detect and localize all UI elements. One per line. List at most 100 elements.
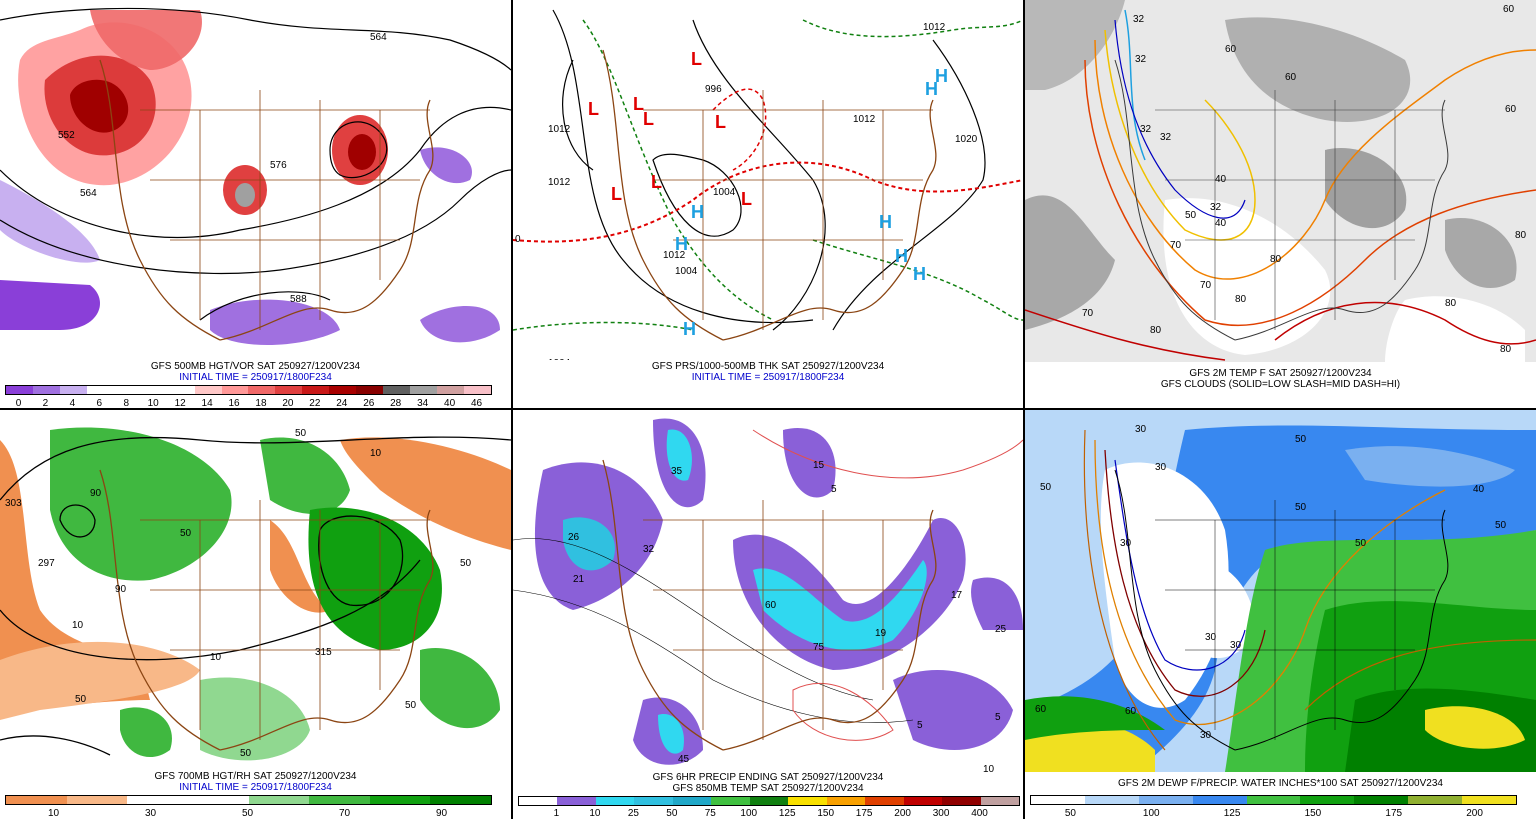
colorbar-swatch [113,386,141,394]
temp-label-7: 40 [1215,218,1227,229]
temp-label-18: 80 [1500,344,1512,355]
us-coastline [1114,469,1449,751]
height-contour-3 [318,515,404,606]
rh-label-8: 50 [460,558,472,569]
temp-label-19: 80 [1515,230,1527,241]
colorbar-swatch [463,386,491,394]
temp-contour-40 [1114,19,1246,219]
panel-3-cloud-legend: GFS CLOUDS (SOLID=LOW SLASH=MID DASH=HI) [1160,379,1401,390]
panel-5-title: GFS 6HR PRECIP ENDING SAT 250927/1200V23… [652,772,884,783]
colorbar-swatch [86,386,114,394]
low-cloud-east [1325,148,1407,229]
dewpoint-label-9: 60 [1125,706,1137,717]
colorbar-tick-label: 20 [282,398,294,408]
pw-very-moist-1 [1425,706,1525,749]
dewpoint-contour-60 [1083,429,1536,751]
isobar-label-6: 1020 [955,134,978,145]
precip-southwest-core [658,714,684,754]
colorbar-swatch [356,386,384,394]
rh-label-9: 50 [405,700,417,711]
temp-label-20: 60 [1503,4,1515,15]
colorbar-tick-label: 50 [666,808,678,819]
panel-dewpoint-precip-water: 30 50 30 30 30 40 50 50 60 60 50 50 30 3… [1025,410,1536,819]
temp-label-10: 60 [1505,104,1517,115]
colorbar-swatch [1462,796,1517,804]
moist-region-north [260,437,350,514]
height-contour-closed [329,121,388,179]
precip-southeast [893,670,1013,750]
temp850-contour-1 [513,538,874,701]
panel-4-title: GFS 700MB HGT/RH SAT 250927/1200V234 [154,771,357,782]
dewpoint-label-8: 50 [1295,502,1307,513]
height-contour-4 [59,504,96,538]
dewpoint-label-14: 30 [1155,462,1167,473]
colorbar-tick-label: 175 [1385,808,1403,819]
vorticity-core-east [348,134,376,170]
colorbar-swatch [711,797,750,805]
temp-label-17: 80 [1445,298,1457,309]
rh-label-7: 315 [315,647,332,658]
rh-label-12: 50 [75,694,87,705]
low-center-4: L [691,49,702,69]
panel-4-init-time: INITIAL TIME = 250917/1800F234 [179,782,332,793]
low-cloud-far-east [1445,218,1517,289]
panel-6hr-precip: 35 26 32 21 60 15 75 25 45 19 5 5 17 10 … [513,410,1023,819]
pressure-map: L L L L L L L L H H H H H H H H 1012 996… [513,9,1023,360]
moist-region-nw [50,427,232,581]
colorbar-tick-label: 14 [201,398,213,408]
thickness-green-2 [513,321,694,331]
low-cloud-north [1225,17,1411,122]
isobar-label-10: 1004 [675,266,698,277]
vorticity-core-central [235,183,255,207]
colorbar-tick-label: 200 [1466,808,1483,819]
pw-very-moist-3 [1025,696,1165,740]
isobar-2 [692,19,826,331]
colorbar-tick-label: 0 [15,398,22,408]
rh-label-6: 10 [370,448,382,459]
colorbar-tick-label: 30 [144,808,157,819]
precip-label-5: 60 [765,600,777,611]
dewpoint-label-4: 30 [1205,632,1217,643]
colorbar-tick-label: 8 [123,398,130,408]
rh-label-3: 297 [38,558,55,569]
colorbar-swatch [369,796,431,804]
colorbar-tick-label: 175 [855,808,873,819]
temp-label-4: 32 [1210,202,1222,213]
isobar-3 [832,39,986,331]
colorbar-tick-label: 50 [1064,808,1076,819]
panel-1-init-time: INITIAL TIME = 250917/1800F234 [179,372,332,383]
panel-2-title: GFS PRS/1000-500MB THK SAT 250927/1200V2… [651,361,885,372]
precip-label-4: 21 [573,574,585,585]
panel-500mb-vorticity: 564 552 576 588 564 GFS 500MB HGT/VOR SA… [0,0,511,408]
height-contour-576 [0,106,511,239]
colorbar-tick-label: 300 [932,808,950,819]
colorbar-tick-label: 70 [338,808,351,819]
thickness-red-2 [712,88,767,171]
colorbar-tick-label: 200 [894,808,911,819]
colorbar-tick-label: 34 [417,398,429,408]
temp-label-1: 32 [1133,14,1145,25]
dewpoint-label-10: 60 [1035,704,1047,715]
low-center-1: L [588,99,599,119]
colorbar-tick-label: 90 [435,808,448,819]
dewpoint-contour-30 [1114,459,1246,671]
temp-label-6: 32 [1160,132,1172,143]
colorbar-swatch [194,386,222,394]
pw-mid-northeast [1345,446,1515,487]
height-contour-5 [0,735,111,756]
colorbar-tick-label: 100 [1142,808,1160,819]
colorbar-swatch [519,797,558,805]
rh-label-13: 90 [90,488,102,499]
colorbar-swatch [410,386,437,394]
temp850-contour-2 [513,589,914,723]
isobar-5 [562,59,594,171]
colorbar-swatch [221,386,249,394]
height-contour-1 [0,436,511,501]
state-borders [643,500,933,740]
precip-label-11: 5 [917,720,923,731]
colorbar-tick-label: 75 [704,808,716,819]
colorbar-swatch [1408,796,1463,804]
precipitable-water-map: 30 50 30 30 30 40 50 50 60 60 50 50 30 3… [1025,410,1536,772]
colorbar-swatch [942,797,981,805]
contour-label-1: 564 [370,32,387,43]
